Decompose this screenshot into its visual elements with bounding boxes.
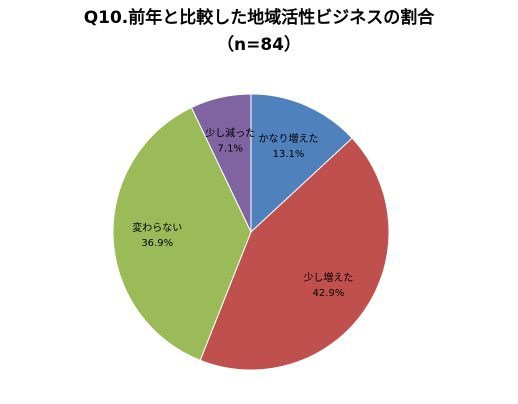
pie-slice <box>112 106 252 361</box>
slice-value-label: 36.9% <box>141 238 173 249</box>
pie-slice <box>190 93 252 233</box>
pie-slice <box>250 93 353 234</box>
slice-label: かなり増えた <box>259 132 319 145</box>
slice-label: 少し減った <box>205 126 255 139</box>
chart-subtitle: （n=84） <box>217 34 301 55</box>
slice-value-label: 42.9% <box>313 288 345 299</box>
slice-value-label: 7.1% <box>218 143 243 154</box>
chart-title: Q10.前年と比較した地域活性ビジネスの割合 <box>84 7 436 28</box>
slice-label: 変わらない <box>132 221 182 234</box>
pie-slice <box>199 137 390 371</box>
slice-value-label: 13.1% <box>273 149 305 160</box>
slice-label: 少し増えた <box>303 271 353 284</box>
